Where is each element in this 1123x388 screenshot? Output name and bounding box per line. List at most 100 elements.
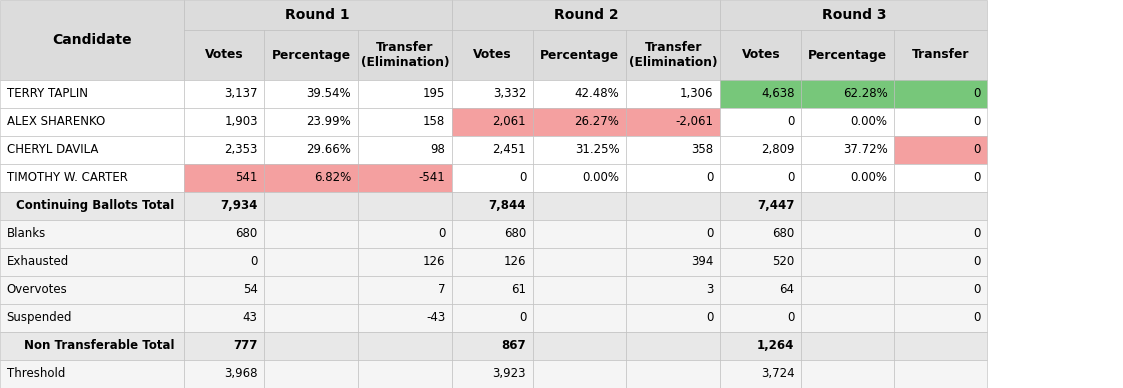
Bar [533, 248, 627, 276]
Text: Votes: Votes [204, 48, 244, 62]
Bar [894, 220, 987, 248]
Text: 1,264: 1,264 [757, 340, 794, 353]
Text: Candidate: Candidate [52, 33, 131, 47]
Text: Non Transferable Total: Non Transferable Total [24, 340, 175, 353]
Text: TIMOTHY W. CARTER: TIMOTHY W. CARTER [7, 171, 128, 185]
Bar [801, 276, 894, 304]
Bar [627, 192, 721, 220]
Bar [721, 0, 987, 30]
Bar [265, 30, 357, 80]
Text: 3,137: 3,137 [225, 88, 257, 100]
Bar [265, 220, 357, 248]
Bar [894, 164, 987, 192]
Bar [627, 136, 721, 164]
Text: 520: 520 [773, 256, 794, 268]
Bar [184, 360, 265, 388]
Text: 0.00%: 0.00% [851, 116, 887, 128]
Bar [627, 30, 721, 80]
Text: 2,061: 2,061 [493, 116, 526, 128]
Text: 0: 0 [973, 144, 980, 156]
Bar [533, 192, 627, 220]
Bar [894, 248, 987, 276]
Bar [0, 332, 184, 360]
Bar [265, 164, 357, 192]
Text: 541: 541 [236, 171, 257, 185]
Bar [357, 248, 451, 276]
Bar [451, 276, 533, 304]
Text: 1,306: 1,306 [681, 88, 714, 100]
Bar [0, 360, 184, 388]
Bar [0, 164, 184, 192]
Text: Round 1: Round 1 [285, 8, 350, 22]
Text: 394: 394 [692, 256, 714, 268]
Bar [451, 108, 533, 136]
Bar [265, 108, 357, 136]
Bar [184, 30, 265, 80]
Bar [184, 276, 265, 304]
Text: 7: 7 [438, 284, 445, 296]
Text: 64: 64 [779, 284, 794, 296]
Text: 1,903: 1,903 [225, 116, 257, 128]
Text: -541: -541 [419, 171, 445, 185]
Bar [184, 248, 265, 276]
Text: 0: 0 [706, 227, 714, 241]
Bar [0, 136, 184, 164]
Bar [721, 80, 801, 108]
Bar [265, 248, 357, 276]
Bar [265, 304, 357, 332]
Text: 0: 0 [519, 312, 526, 324]
Bar [721, 220, 801, 248]
Bar [265, 192, 357, 220]
Bar [894, 136, 987, 164]
Text: Blanks: Blanks [7, 227, 46, 241]
Bar [801, 360, 894, 388]
Text: 0.00%: 0.00% [851, 171, 887, 185]
Text: Percentage: Percentage [272, 48, 350, 62]
Bar [627, 164, 721, 192]
Text: -2,061: -2,061 [676, 116, 714, 128]
Bar [627, 220, 721, 248]
Bar [0, 108, 184, 136]
Bar [0, 80, 184, 108]
Bar [801, 80, 894, 108]
Text: Transfer: Transfer [912, 48, 969, 62]
Bar [357, 80, 451, 108]
Bar [533, 30, 627, 80]
Text: 0: 0 [787, 116, 794, 128]
Bar [184, 80, 265, 108]
Bar [721, 136, 801, 164]
Bar [533, 304, 627, 332]
Text: -43: -43 [426, 312, 445, 324]
Bar [533, 136, 627, 164]
Text: 3,724: 3,724 [761, 367, 794, 381]
Bar [357, 164, 451, 192]
Bar [533, 108, 627, 136]
Text: 39.54%: 39.54% [307, 88, 350, 100]
Bar [721, 164, 801, 192]
Bar [721, 276, 801, 304]
Text: 0: 0 [973, 88, 980, 100]
Bar [451, 220, 533, 248]
Text: 7,844: 7,844 [489, 199, 526, 213]
Bar [801, 136, 894, 164]
Bar [0, 304, 184, 332]
Bar [721, 332, 801, 360]
Bar [894, 30, 987, 80]
Bar [627, 108, 721, 136]
Text: 777: 777 [234, 340, 257, 353]
Bar [801, 108, 894, 136]
Text: 26.27%: 26.27% [575, 116, 619, 128]
Bar [533, 276, 627, 304]
Bar [627, 360, 721, 388]
Text: Threshold: Threshold [7, 367, 65, 381]
Text: 0: 0 [973, 256, 980, 268]
Bar [265, 332, 357, 360]
Bar [265, 360, 357, 388]
Text: Round 3: Round 3 [822, 8, 886, 22]
Text: 0: 0 [973, 312, 980, 324]
Bar [627, 276, 721, 304]
Bar [801, 164, 894, 192]
Text: 0: 0 [973, 284, 980, 296]
Bar [451, 30, 533, 80]
Text: 61: 61 [511, 284, 526, 296]
